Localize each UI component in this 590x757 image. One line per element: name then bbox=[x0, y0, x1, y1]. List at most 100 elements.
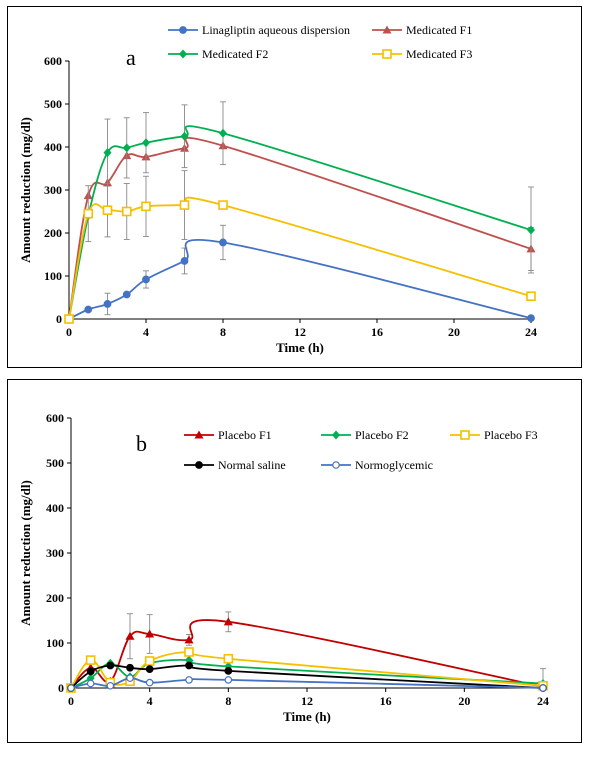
legend-label: Normoglycemic bbox=[355, 458, 433, 472]
legend-item-placebo-f3: Placebo F3 bbox=[450, 428, 538, 442]
placebo-f1-marker bbox=[125, 631, 135, 640]
y-tick-label: 0 bbox=[58, 681, 64, 695]
medicated-f3-marker bbox=[83, 208, 94, 219]
legend-item-normoglycemic: Normoglycemic bbox=[321, 458, 433, 472]
medicated-f2-marker bbox=[180, 131, 189, 141]
medicated-f3-marker bbox=[179, 200, 190, 210]
placebo-f3-marker bbox=[85, 655, 96, 665]
x-tick-label: 8 bbox=[225, 694, 231, 708]
normoglycemic-marker bbox=[145, 678, 154, 687]
chart-b-svg: 0 100 200 300 400 500 600 0 4 8 12 16 20 24 Time (h) Am… bbox=[18, 411, 549, 724]
y-tick-label: 0 bbox=[56, 312, 62, 326]
y-tick-label: 300 bbox=[46, 546, 64, 560]
chart-panel-b: 0 100 200 300 400 500 600 0 4 8 12 16 20 24 Time (h) Am… bbox=[7, 379, 582, 743]
series-medicated-f2 bbox=[65, 101, 535, 324]
x-tick-label: 8 bbox=[220, 325, 226, 339]
placebo-f2-marker bbox=[224, 661, 233, 671]
normal-saline-marker bbox=[145, 665, 154, 674]
placebo-f3-marker bbox=[184, 647, 194, 657]
y-tick-label: 400 bbox=[46, 501, 64, 515]
linagliptin-aqueous-dispersion-marker bbox=[219, 238, 227, 247]
x-tick-label: 4 bbox=[143, 325, 149, 339]
y-tick-label: 100 bbox=[44, 269, 62, 283]
legend-label: Placebo F1 bbox=[218, 428, 272, 442]
medicated-f3-marker bbox=[526, 291, 536, 302]
legend-normoglycemic-marker bbox=[332, 461, 340, 469]
legend-item-medicated-f2: Medicated F2 bbox=[168, 47, 268, 61]
linagliptin-aqueous-dispersion-marker bbox=[103, 300, 112, 308]
legend-placebo-f1-marker bbox=[194, 430, 204, 439]
series-linagliptin-aqueous-dispersion bbox=[65, 224, 535, 323]
y-tick-label: 300 bbox=[44, 183, 62, 197]
y-tick-label: 200 bbox=[46, 591, 64, 605]
normoglycemic-marker bbox=[539, 684, 547, 692]
x-axis-title: Time (h) bbox=[283, 709, 331, 724]
placebo-f1-marker bbox=[223, 617, 233, 626]
placebo-f3-marker bbox=[223, 653, 234, 664]
x-tick-label: 12 bbox=[294, 325, 306, 339]
y-axis-title: Amount reduction (mg/dl) bbox=[18, 117, 33, 263]
normal-saline-marker bbox=[224, 667, 233, 675]
panel-label: b bbox=[136, 431, 147, 456]
y-tick-label: 200 bbox=[44, 226, 62, 240]
normoglycemic-marker bbox=[126, 674, 134, 682]
legend-medicated-f1-marker bbox=[382, 25, 392, 34]
x-tick-label: 24 bbox=[537, 694, 549, 708]
normal-saline-marker bbox=[106, 661, 115, 670]
legend-linagliptin-aqueous-dispersion-marker bbox=[179, 26, 187, 34]
medicated-f2-line bbox=[68, 125, 532, 320]
legend-item-medicated-f3: Medicated F3 bbox=[372, 47, 472, 61]
x-tick-label: 12 bbox=[301, 694, 313, 708]
medicated-f2-marker bbox=[527, 225, 535, 235]
x-tick-label: 24 bbox=[525, 325, 537, 339]
x-tick-label: 20 bbox=[448, 325, 460, 339]
linagliptin-aqueous-dispersion-marker bbox=[122, 290, 131, 299]
linagliptin-aqueous-dispersion-marker bbox=[142, 275, 150, 284]
chart-a-svg: 0 100 200 300 400 500 600 0 4 8 12 16 20 24 Time (h) Am… bbox=[18, 23, 537, 355]
linagliptin-aqueous-dispersion-marker bbox=[527, 314, 535, 323]
legend-label: Medicated F2 bbox=[202, 47, 268, 61]
x-tick-label: 0 bbox=[68, 694, 74, 708]
placebo-f3-marker bbox=[144, 656, 155, 666]
placebo-f1-line bbox=[70, 619, 544, 689]
medicated-f3-marker bbox=[218, 200, 228, 210]
series-medicated-f1 bbox=[64, 136, 536, 323]
medicated-f2-marker bbox=[103, 148, 112, 158]
legend-item-normal-saline: Normal saline bbox=[184, 458, 286, 472]
y-tick-label: 100 bbox=[46, 636, 64, 650]
medicated-f1-line bbox=[68, 136, 532, 320]
normal-saline-line bbox=[70, 664, 544, 689]
medicated-f3-marker bbox=[64, 314, 74, 324]
medicated-f3-marker bbox=[121, 206, 132, 217]
legend-item-medicated-f1: Medicated F1 bbox=[372, 23, 472, 37]
medicated-f3-marker bbox=[102, 205, 113, 216]
legend-label: Medicated F3 bbox=[406, 47, 472, 61]
legend-label: Linagliptin aqueous dispersion bbox=[202, 23, 350, 37]
legend-item-placebo-f2: Placebo F2 bbox=[321, 428, 409, 442]
legend-medicated-f3-marker bbox=[382, 49, 392, 59]
x-tick-label: 20 bbox=[458, 694, 470, 708]
legend-label: Placebo F2 bbox=[355, 428, 409, 442]
y-axis-title: Amount reduction (mg/dl) bbox=[18, 480, 33, 626]
normal-saline-marker bbox=[126, 663, 134, 672]
normoglycemic-marker bbox=[67, 684, 75, 692]
medicated-f2-marker bbox=[142, 138, 150, 148]
series-normoglycemic bbox=[67, 674, 547, 692]
y-tick-label: 400 bbox=[44, 140, 62, 154]
legend-placebo-f2-marker bbox=[332, 430, 340, 440]
series-medicated-f3 bbox=[64, 170, 536, 324]
legend-label: Normal saline bbox=[218, 458, 286, 472]
chart-panel-a: 0 100 200 300 400 500 600 0 4 8 12 16 20 24 Time (h) Am… bbox=[7, 6, 582, 368]
linagliptin-aqueous-dispersion-marker bbox=[180, 257, 189, 265]
legend-normal-saline-marker bbox=[195, 461, 203, 469]
normoglycemic-marker bbox=[86, 679, 95, 688]
placebo-f1-marker bbox=[145, 629, 155, 638]
y-tick-label: 600 bbox=[44, 54, 62, 68]
legend-item-linagliptin-aqueous-dispersion: Linagliptin aqueous dispersion bbox=[168, 23, 350, 37]
medicated-f2-marker bbox=[219, 128, 227, 138]
linagliptin-aqueous-dispersion-marker bbox=[84, 305, 93, 314]
legend-medicated-f2-marker bbox=[179, 49, 187, 59]
y-tick-label: 600 bbox=[46, 411, 64, 425]
x-axis-title: Time (h) bbox=[276, 340, 324, 355]
x-tick-label: 4 bbox=[147, 694, 153, 708]
